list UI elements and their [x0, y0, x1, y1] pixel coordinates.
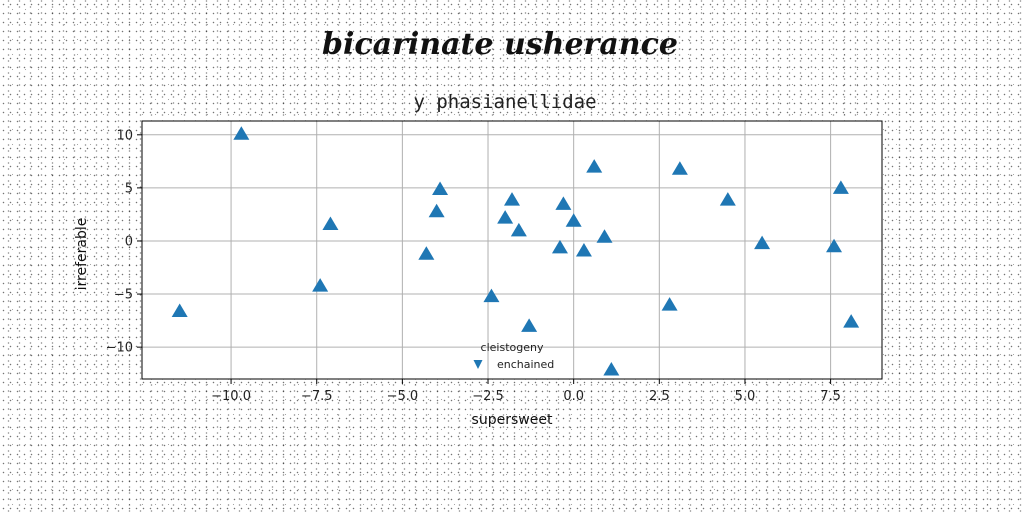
legend-marker-icon [473, 360, 483, 369]
y-axis-label: irreferable [74, 218, 90, 291]
data-point [661, 297, 678, 311]
data-point [596, 229, 613, 243]
data-point [551, 239, 568, 254]
data-point [719, 192, 736, 206]
data-point [418, 246, 435, 260]
data-point [826, 238, 843, 253]
data-point [575, 243, 592, 257]
data-point [171, 303, 188, 318]
plot-area: −10.0 −7.5 −5.0 −2.5 0.0 2.5 5.0 7.5 −10 −5 0 5 10 [106, 120, 883, 404]
data-point [312, 278, 329, 292]
x-tick-label: −5.0 [387, 389, 419, 404]
y-tick-label: −10 [106, 341, 133, 356]
data-point [754, 235, 771, 250]
x-axis-label: supersweet [472, 412, 553, 428]
data-point [322, 216, 339, 230]
y-tick-label: 0 [125, 234, 133, 249]
data-point [233, 126, 250, 140]
chart-title: bicarinate usherance [322, 27, 678, 62]
y-tick-label: 10 [116, 128, 133, 143]
data-point [586, 159, 603, 173]
data-point [510, 222, 527, 237]
data-point [428, 203, 445, 218]
data-point [521, 318, 538, 332]
data-point [565, 213, 582, 227]
data-point [843, 314, 860, 328]
data-point [671, 161, 688, 175]
y-tick-label: 5 [125, 181, 133, 196]
x-tick-label: 5.0 [735, 389, 756, 404]
x-tick-label: −7.5 [301, 389, 333, 404]
data-point [832, 180, 849, 194]
data-point [483, 288, 500, 303]
data-point [504, 192, 520, 206]
y-tick-label: −5 [114, 288, 133, 303]
x-tick-label: 0.0 [563, 389, 584, 404]
legend-title: cleistogeny [481, 341, 544, 354]
data-point [603, 361, 620, 376]
x-tick-label: 7.5 [820, 389, 841, 404]
chart-subtitle: y phasianellidae [413, 91, 596, 113]
data-point [555, 196, 572, 210]
plot-background [142, 121, 882, 379]
x-tick-label: −2.5 [472, 389, 504, 404]
legend-series-label: enchained [497, 358, 554, 371]
x-tick-label: 2.5 [649, 389, 670, 404]
data-point [432, 181, 449, 195]
x-tick-label: −10.0 [211, 389, 251, 404]
legend: cleistogeny enchained [473, 341, 554, 371]
plot-frame [141, 120, 883, 380]
data-point [497, 210, 514, 224]
